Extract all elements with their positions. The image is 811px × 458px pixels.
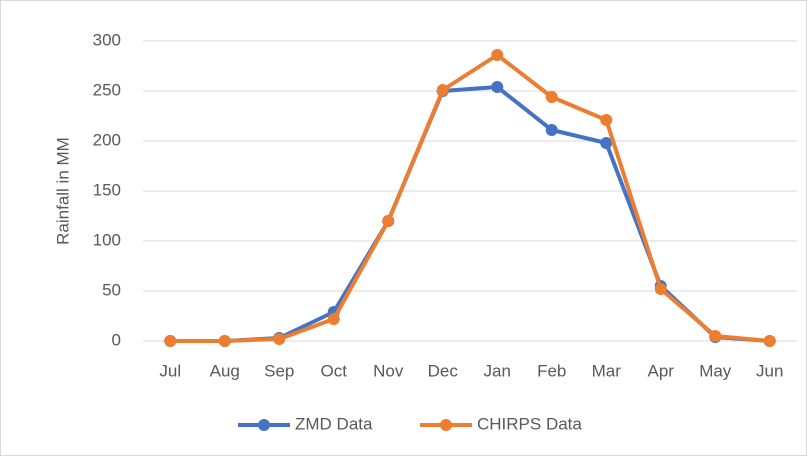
point [709, 330, 722, 342]
legend-label: CHIRPS Data [477, 414, 582, 433]
x-tick-label: Jul [159, 361, 181, 380]
x-tick-label: Sep [264, 361, 294, 380]
y-tick-label: 150 [93, 180, 121, 199]
y-tick-label: 250 [93, 80, 121, 99]
x-tick-label: Nov [373, 361, 404, 380]
y-axis-label: Rainfall in MM [53, 137, 72, 245]
point [545, 91, 558, 103]
point [382, 215, 395, 227]
point [218, 335, 231, 347]
y-tick-label: 300 [93, 30, 121, 49]
point [164, 335, 177, 347]
point [327, 313, 340, 325]
point [273, 333, 286, 345]
point [600, 114, 613, 126]
legend-marker [440, 419, 452, 431]
x-tick-label: Aug [210, 361, 240, 380]
x-tick-label: Jan [484, 361, 511, 380]
point [436, 84, 449, 96]
y-tick-label: 50 [102, 280, 121, 299]
legend-marker [258, 419, 270, 431]
x-tick-label: Jun [756, 361, 783, 380]
point [600, 137, 613, 149]
legend-label: ZMD Data [295, 414, 373, 433]
x-tick-label: May [699, 361, 732, 380]
point [491, 81, 504, 93]
x-tick-label: Oct [321, 361, 348, 380]
y-tick-label: 0 [112, 330, 121, 349]
point [654, 283, 667, 295]
x-tick-label: Dec [428, 361, 459, 380]
x-tick-label: Mar [592, 361, 622, 380]
y-tick-label: 100 [93, 230, 121, 249]
point [545, 124, 558, 136]
x-tick-label: Feb [537, 361, 566, 380]
x-tick-label: Apr [648, 361, 675, 380]
point [491, 49, 504, 61]
series-line [170, 53, 770, 343]
y-tick-label: 200 [93, 130, 121, 149]
point [763, 335, 776, 347]
